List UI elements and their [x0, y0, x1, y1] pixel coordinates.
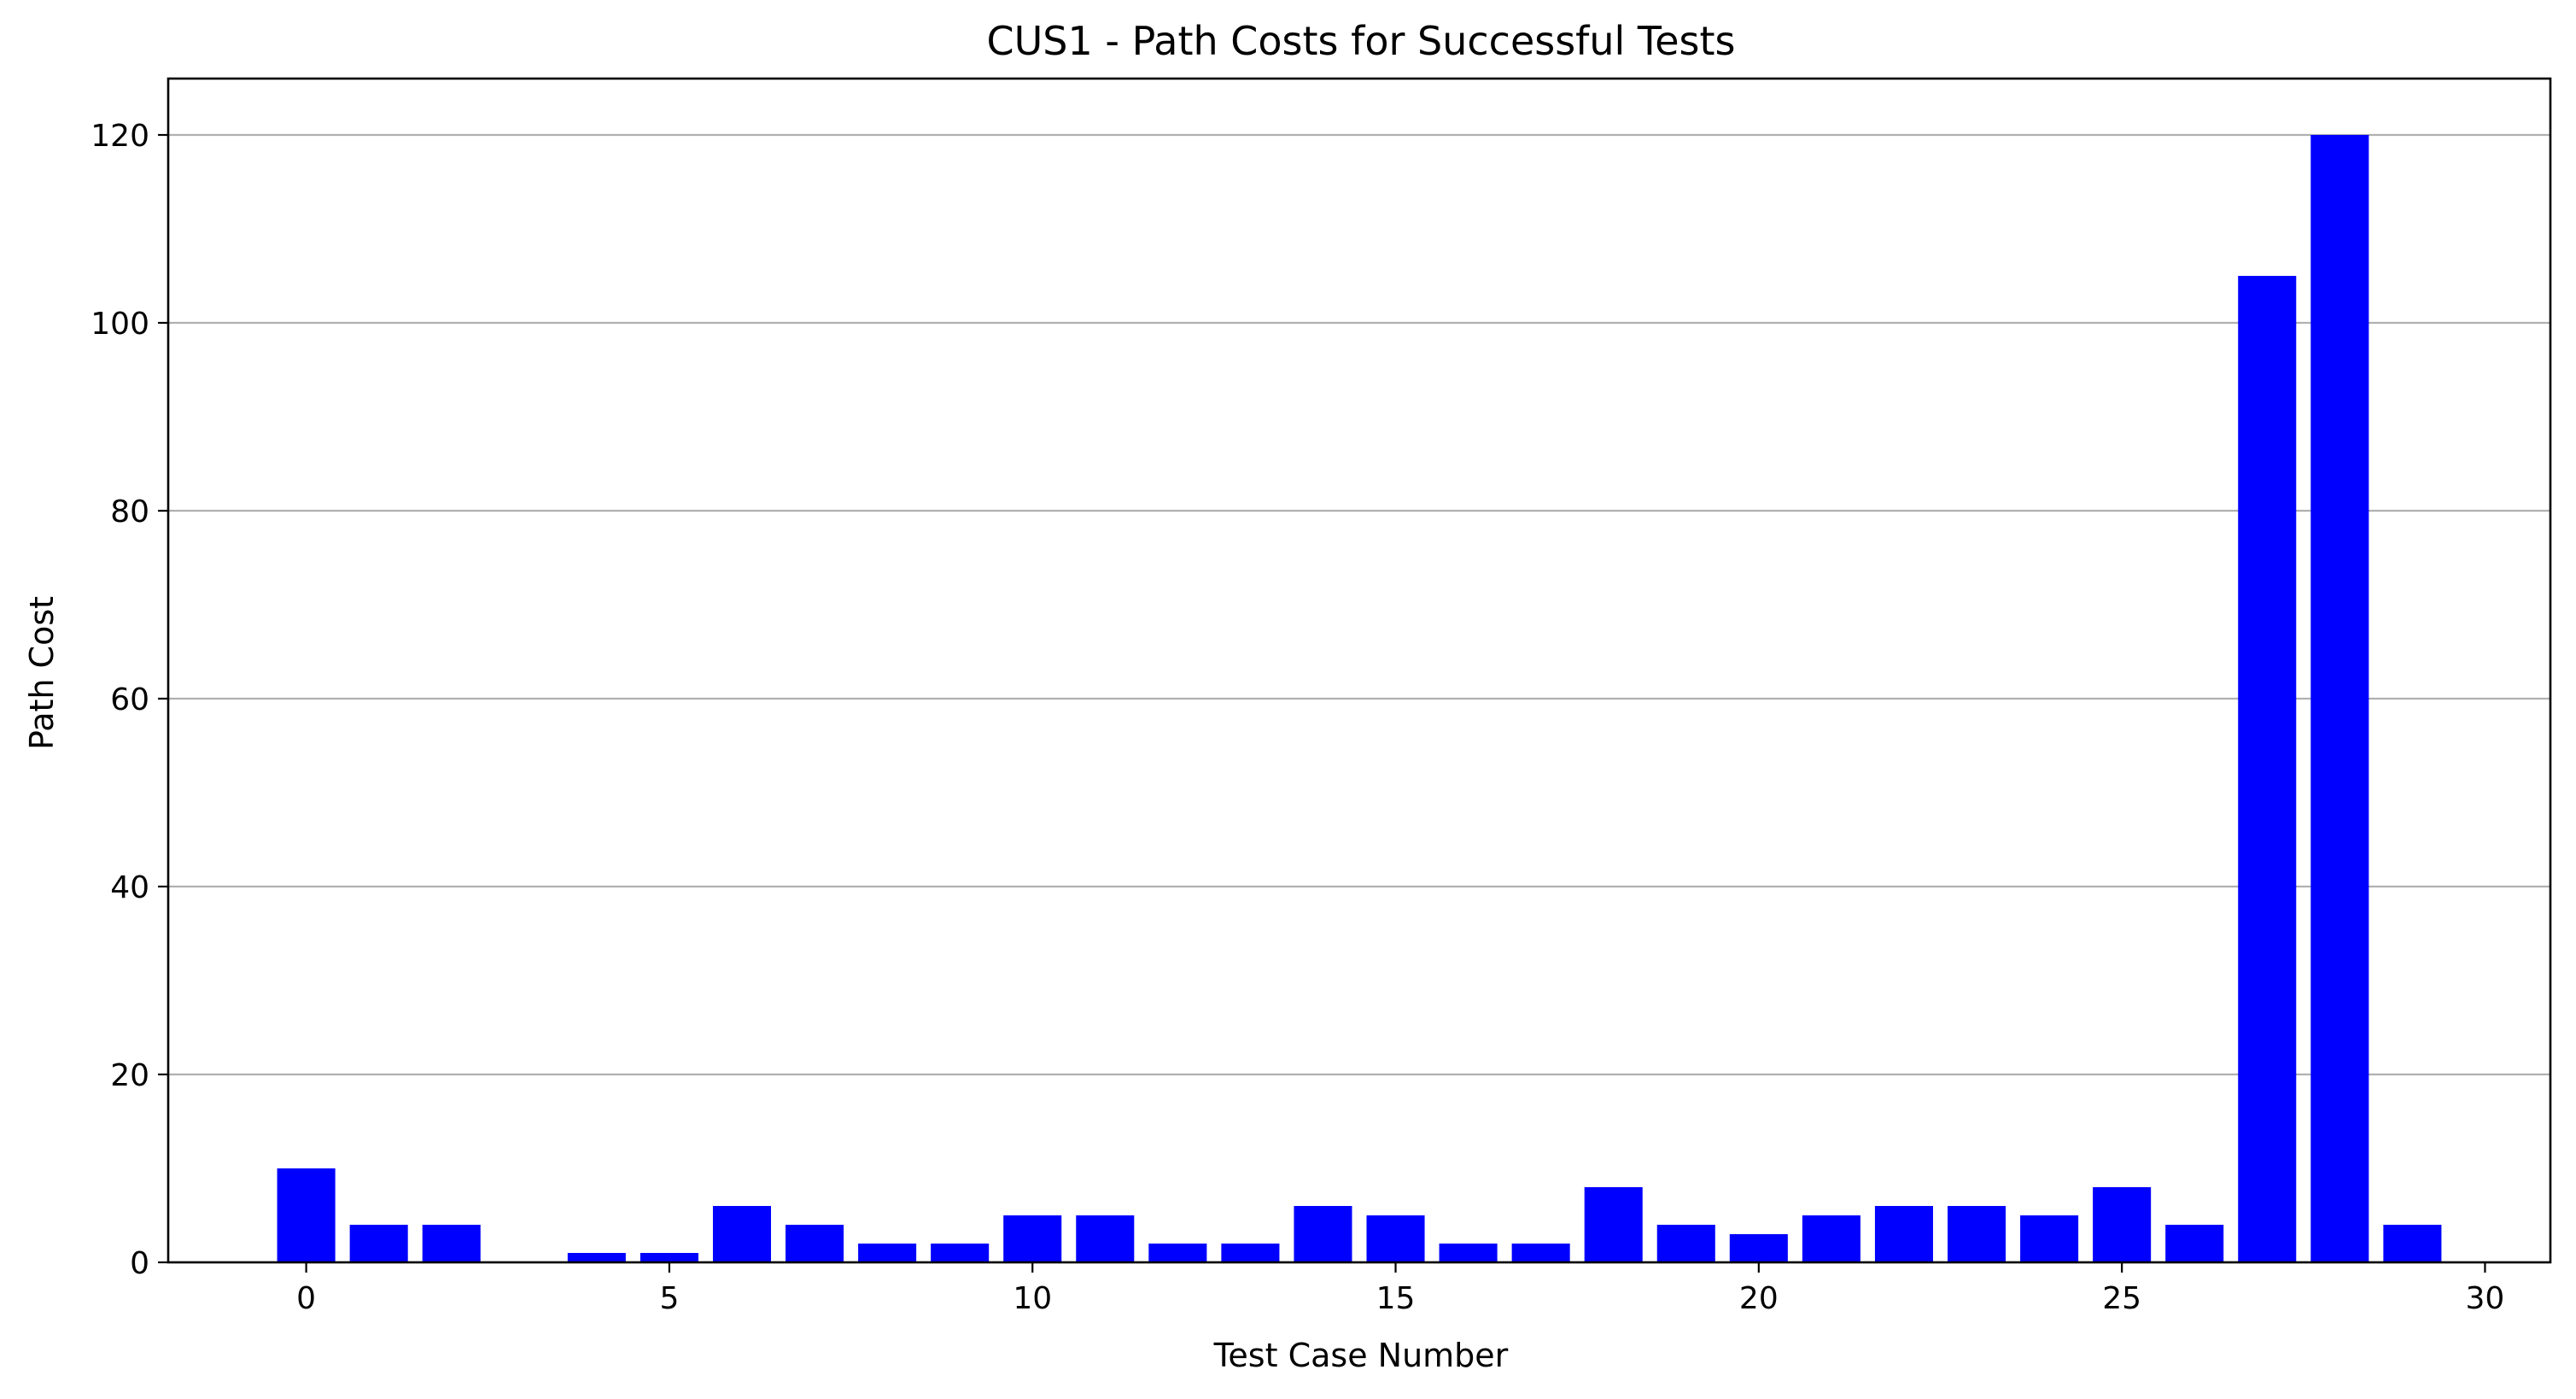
x-tick-label-10: 10 [1013, 1281, 1052, 1316]
bar-test-case-10 [1003, 1215, 1062, 1262]
bars [277, 135, 2442, 1262]
bar-test-case-4 [567, 1253, 626, 1262]
plot-frame [166, 77, 2552, 1264]
y-tick-label-100: 100 [91, 307, 149, 342]
bar-test-case-5 [640, 1253, 698, 1262]
bar-test-case-12 [1148, 1244, 1207, 1262]
y-tick-label-20: 20 [110, 1058, 149, 1093]
bar-test-case-18 [1584, 1187, 1643, 1262]
bar-test-case-24 [2020, 1215, 2079, 1262]
chart-title: CUS1 - Path Costs for Successful Tests [987, 18, 1736, 64]
bar-test-case-14 [1294, 1206, 1352, 1262]
bar-test-case-15 [1366, 1215, 1425, 1262]
bar-test-case-21 [1802, 1215, 1860, 1262]
y-tick-label-80: 80 [110, 495, 149, 530]
bar-test-case-19 [1656, 1225, 1715, 1262]
bar-test-case-26 [2165, 1225, 2224, 1262]
x-tick-label-15: 15 [1376, 1281, 1416, 1316]
bar-test-case-28 [2310, 135, 2369, 1262]
x-axis-label: Test Case Number [1213, 1337, 1509, 1374]
bar-test-case-2 [422, 1225, 481, 1262]
x-tick-label-5: 5 [659, 1281, 679, 1316]
x-tick-label-20: 20 [1739, 1281, 1779, 1316]
bar-test-case-1 [349, 1225, 408, 1262]
x-tick-label-30: 30 [2466, 1281, 2505, 1316]
y-tick-label-120: 120 [91, 119, 149, 154]
y-tick-label-40: 40 [110, 870, 149, 905]
y-tick-label-0: 0 [130, 1246, 149, 1281]
bar-test-case-29 [2383, 1225, 2442, 1262]
bar-test-case-6 [712, 1206, 772, 1262]
x-tick-label-0: 0 [296, 1281, 316, 1316]
bar-test-case-0 [277, 1168, 336, 1262]
bar-test-case-9 [931, 1244, 990, 1262]
bar-test-case-20 [1729, 1234, 1788, 1262]
bar-test-case-17 [1511, 1244, 1570, 1262]
bar-test-case-25 [2093, 1187, 2152, 1262]
gridlines [168, 133, 2550, 1264]
bar-test-case-13 [1221, 1244, 1280, 1262]
bar-test-case-23 [1947, 1206, 2006, 1262]
bar-test-case-11 [1076, 1215, 1135, 1262]
axes: 0 5 10 15 20 25 30 0 20 40 60 80 100 120 [91, 77, 2552, 1316]
bar-test-case-16 [1439, 1244, 1498, 1262]
y-tick-label-60: 60 [110, 682, 149, 717]
x-tick-label-25: 25 [2102, 1281, 2141, 1316]
y-axis-label: Path Cost [23, 596, 61, 750]
bar-test-case-8 [858, 1244, 917, 1262]
bar-test-case-22 [1874, 1206, 1933, 1262]
bar-test-case-27 [2238, 276, 2297, 1262]
bar-test-case-7 [786, 1225, 844, 1262]
